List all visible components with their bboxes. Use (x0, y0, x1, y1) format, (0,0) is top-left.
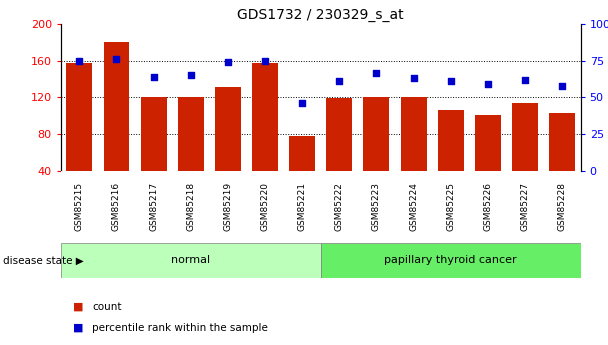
Bar (66, 63, 92, 171)
Point (483, 81, 492, 87)
Bar (364, 97, 389, 171)
Text: GSM85220: GSM85220 (260, 181, 269, 231)
Point (446, 79, 455, 84)
Text: normal: normal (171, 256, 210, 265)
Text: GSM85221: GSM85221 (298, 181, 306, 231)
Text: ■: ■ (73, 302, 83, 312)
Point (557, 83, 567, 88)
Bar (178, 97, 204, 171)
Point (112, 57, 122, 62)
Point (149, 74, 159, 80)
Text: GSM85226: GSM85226 (483, 181, 492, 231)
Bar (326, 98, 352, 171)
Bar (549, 113, 575, 171)
Point (520, 77, 530, 82)
Text: GSM85217: GSM85217 (149, 181, 158, 231)
Bar (438, 110, 464, 171)
Text: GSM85228: GSM85228 (558, 181, 567, 231)
Text: GSM85216: GSM85216 (112, 181, 121, 231)
Bar (103, 42, 130, 171)
Point (223, 59, 233, 65)
Bar (215, 87, 241, 171)
Text: percentile rank within the sample: percentile rank within the sample (92, 323, 268, 333)
Text: GSM85225: GSM85225 (446, 181, 455, 231)
Title: GDS1732 / 230329_s_at: GDS1732 / 230329_s_at (237, 8, 404, 22)
Text: GSM85218: GSM85218 (186, 181, 195, 231)
Point (409, 76, 418, 81)
Point (260, 58, 270, 63)
Point (371, 70, 381, 75)
Point (75, 58, 85, 63)
Bar (289, 136, 315, 171)
Bar (321, 243, 581, 278)
Bar (252, 63, 278, 171)
Text: GSM85219: GSM85219 (223, 181, 232, 231)
Text: disease state ▶: disease state ▶ (3, 256, 84, 265)
Bar (512, 103, 538, 171)
Bar (475, 115, 501, 171)
Bar (61, 243, 321, 278)
Text: GSM85224: GSM85224 (409, 181, 418, 230)
Text: count: count (92, 302, 122, 312)
Point (297, 100, 307, 106)
Text: GSM85223: GSM85223 (372, 181, 381, 231)
Bar (140, 97, 167, 171)
Point (186, 73, 196, 78)
Text: papillary thyroid cancer: papillary thyroid cancer (384, 256, 517, 265)
Text: GSM85227: GSM85227 (520, 181, 530, 231)
Text: GSM85222: GSM85222 (335, 181, 344, 230)
Bar (401, 97, 427, 171)
Point (334, 79, 344, 84)
Text: GSM85215: GSM85215 (75, 181, 84, 231)
Text: ■: ■ (73, 323, 83, 333)
